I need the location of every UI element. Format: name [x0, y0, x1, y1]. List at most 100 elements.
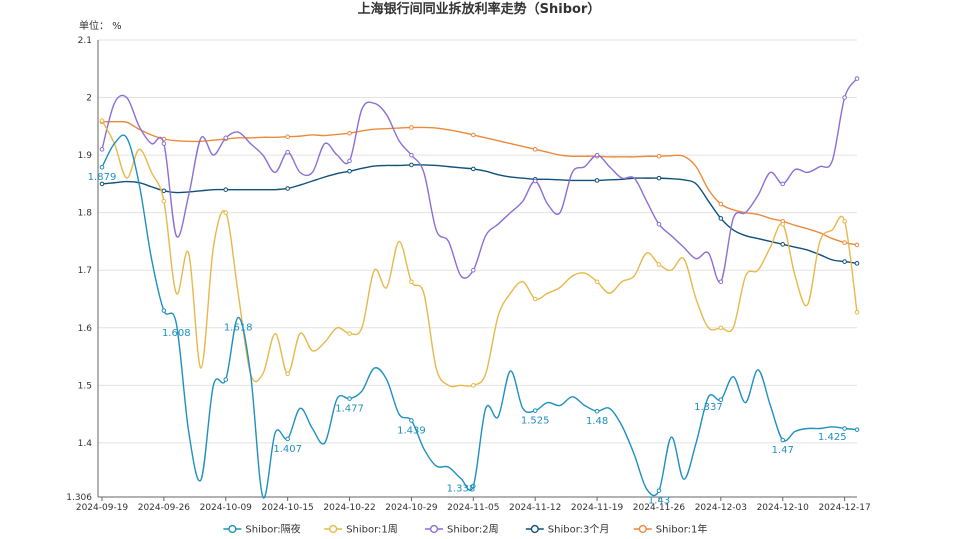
data-labels: 1.879 1.608 1.618 1.407 1.477 1.439 1.338 1.525… — [88, 172, 847, 506]
series-point — [223, 135, 229, 141]
series-point — [347, 130, 352, 136]
x-tick-label: 2024-11-12 — [509, 503, 561, 513]
legend-label: Shibor:2周 — [447, 524, 499, 536]
series-point — [285, 149, 290, 155]
series-point — [471, 483, 476, 489]
legend-label: Shibor:3个月 — [548, 524, 610, 536]
series-point — [842, 219, 847, 224]
chart-title: 上海银行间同业拆放利率走势（Shibor） — [358, 1, 601, 17]
y-tick-label: 1.7 — [78, 266, 92, 276]
series-point — [285, 186, 290, 191]
series-point — [347, 168, 352, 174]
legend-circle-icon — [638, 524, 647, 534]
series-point — [285, 436, 290, 442]
series-point — [718, 397, 724, 403]
series-point — [161, 198, 167, 204]
series-1 — [99, 118, 860, 388]
series-2 — [99, 76, 860, 285]
x-tick-label: 2024-11-26 — [633, 503, 686, 513]
legend-item-4[interactable]: Shibor:1年 — [633, 523, 708, 536]
series-point — [285, 371, 290, 377]
y-tick-label: 2 — [86, 94, 92, 104]
series-point — [656, 262, 662, 267]
x-tick-label: 2024-10-22 — [323, 503, 375, 513]
series-point — [854, 261, 860, 266]
legend-circle-icon — [329, 524, 338, 534]
legend-label: Shibor:1年 — [656, 523, 708, 536]
series-point — [223, 210, 229, 215]
data-label: 1.48 — [586, 416, 608, 427]
series-point — [656, 175, 662, 181]
series-point — [532, 178, 538, 184]
data-label: 1.43 — [648, 496, 670, 507]
series-0 — [99, 134, 860, 499]
series-point — [409, 152, 414, 158]
series-point — [471, 132, 476, 138]
series-point — [471, 267, 476, 273]
data-label: 1.47 — [772, 445, 794, 456]
y-tick-label: 1.8 — [78, 209, 93, 219]
legend-label: Shibor:1周 — [346, 524, 398, 536]
legend-item-1[interactable]: Shibor:1周 — [324, 524, 398, 536]
series-point — [99, 118, 105, 123]
data-label: 1.338 — [447, 484, 476, 495]
y-tick-label: 1.9 — [78, 151, 93, 161]
series-point — [99, 164, 105, 170]
x-tick-label: 2024-10-15 — [261, 503, 313, 513]
series-point — [347, 396, 352, 401]
data-label: 1.618 — [224, 322, 253, 333]
series-point — [409, 279, 414, 285]
series-point — [594, 279, 600, 285]
series-point — [718, 325, 724, 331]
series-line — [101, 78, 858, 284]
series-point — [854, 427, 860, 432]
series-point — [656, 153, 662, 159]
data-label: 1.477 — [335, 404, 364, 415]
legend[interactable]: Shibor:隔夜 Shibor:1周 Shibor:2周 Shibor:3个月 Shi… — [223, 523, 707, 536]
series-point — [409, 125, 414, 130]
legend-item-0[interactable]: Shibor:隔夜 — [223, 523, 301, 536]
series-point — [718, 216, 724, 221]
legend-item-2[interactable]: Shibor:2周 — [425, 524, 499, 536]
series-point — [780, 437, 786, 443]
x-tick-label: 2024-10-29 — [385, 503, 438, 513]
legend-item-3[interactable]: Shibor:3个月 — [525, 524, 610, 536]
y-unit-label: 单位： % — [79, 19, 122, 32]
data-label: 1.407 — [273, 444, 302, 455]
x-tick-label: 2024-12-17 — [818, 503, 870, 513]
data-label: 1.525 — [521, 416, 550, 427]
series-point — [842, 259, 847, 264]
series-point — [594, 408, 600, 414]
x-tick-label: 2024-11-19 — [571, 503, 624, 513]
series-point — [99, 147, 105, 152]
series-point — [842, 95, 847, 100]
x-tick-label: 2024-09-26 — [138, 503, 191, 513]
series-point — [718, 201, 724, 207]
series-3 — [99, 162, 860, 266]
data-label: 1.608 — [162, 328, 191, 339]
legend-label: Shibor:隔夜 — [245, 523, 300, 536]
series-point — [532, 296, 538, 302]
y-tick-label: 1.6 — [78, 324, 93, 334]
y-tick-label: 1.5 — [78, 381, 92, 391]
series-lines — [99, 76, 860, 499]
y-gridlines — [98, 39, 857, 444]
x-tick-label: 2024-10-09 — [200, 503, 253, 513]
legend-circle-icon — [228, 524, 237, 534]
series-point — [842, 426, 847, 431]
series-point — [161, 188, 167, 194]
data-label: 1.879 — [88, 172, 117, 183]
series-point — [854, 76, 860, 81]
series-point — [409, 418, 414, 423]
series-point — [223, 187, 229, 192]
legend-circle-icon — [530, 524, 539, 534]
data-label: 1.439 — [397, 425, 426, 436]
series-point — [780, 242, 786, 247]
series-point — [347, 331, 352, 336]
x-tick-label: 2024-09-19 — [76, 503, 129, 513]
series-point — [594, 178, 600, 183]
series-point — [656, 488, 662, 493]
y-tick-label: 1.306 — [66, 493, 92, 503]
x-tick-label: 2024-12-03 — [695, 503, 747, 513]
series-point — [594, 152, 600, 158]
